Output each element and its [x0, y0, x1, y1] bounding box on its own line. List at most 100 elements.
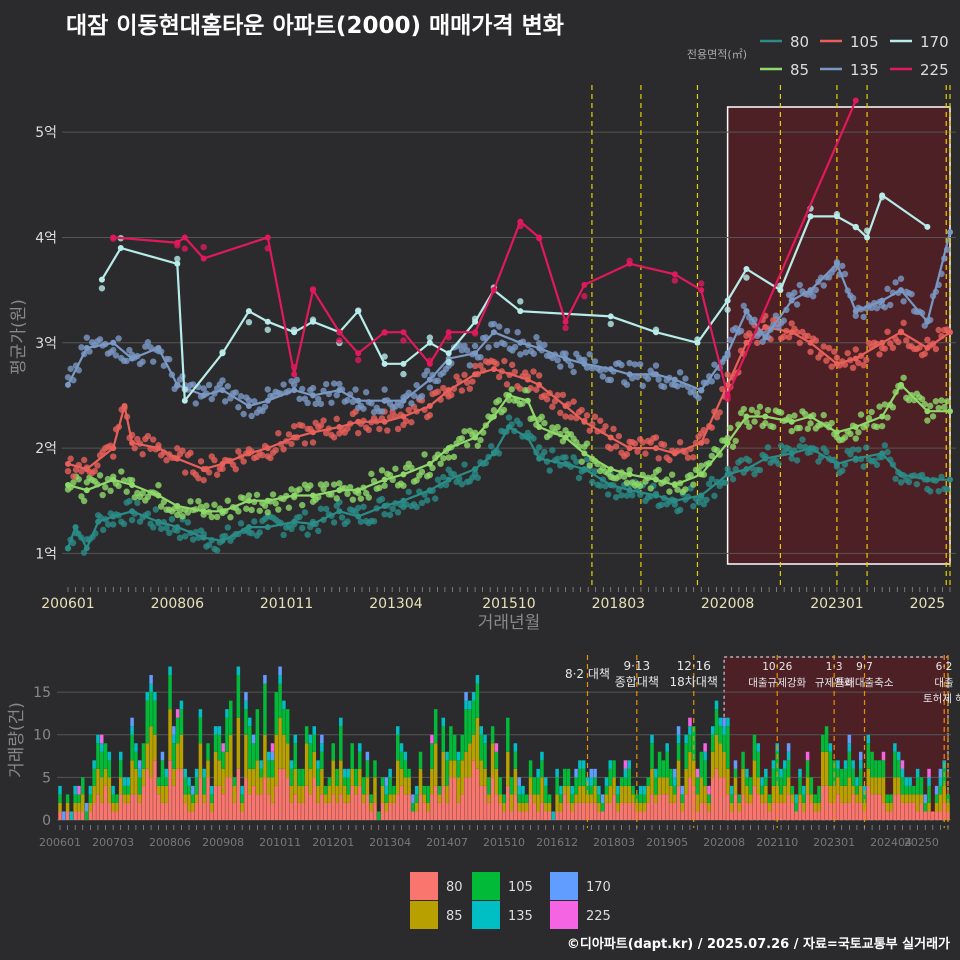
data-point [743, 413, 750, 420]
data-point [530, 368, 537, 375]
bar-segment [468, 700, 472, 710]
data-point [626, 487, 633, 494]
data-point [245, 497, 252, 504]
data-point [80, 456, 88, 464]
bar-segment [92, 802, 96, 820]
data-point [304, 531, 311, 538]
bar-segment [790, 802, 795, 820]
data-point [900, 319, 907, 327]
bar-segment [707, 802, 711, 812]
data-point [876, 351, 883, 358]
bar-segment [377, 811, 381, 820]
bar-segment [509, 794, 514, 812]
bar-segment [187, 777, 191, 786]
bar-segment [874, 794, 878, 820]
data-point [408, 464, 415, 471]
data-point [708, 424, 715, 431]
data-point [91, 467, 98, 475]
data-point [240, 410, 247, 418]
bar-segment [107, 751, 112, 761]
bar-segment [695, 768, 700, 778]
data-point [400, 413, 407, 420]
data-point [546, 467, 553, 474]
data-point [490, 329, 497, 336]
data-point [573, 458, 580, 465]
data-point [264, 234, 271, 241]
bar-segment [760, 794, 764, 803]
bar-segment [490, 743, 495, 778]
bar-segment [103, 785, 108, 820]
data-point [743, 308, 750, 315]
data-point [440, 384, 447, 392]
bar-segment [893, 751, 897, 778]
bar-segment [301, 785, 305, 803]
bar-segment [282, 700, 286, 710]
data-point [557, 363, 564, 370]
data-point [490, 407, 498, 414]
data-point [581, 281, 588, 288]
bar-segment [874, 760, 878, 778]
bar-segment [817, 811, 821, 820]
bar-segment [559, 785, 563, 795]
x-axis-title: 거래년월 [478, 613, 541, 633]
bar-segment [96, 743, 100, 769]
bar-segment [578, 768, 582, 786]
data-point [424, 497, 431, 504]
bar-segment [714, 768, 719, 820]
bar-segment [593, 802, 597, 820]
data-point [121, 402, 128, 409]
bar-segment [915, 794, 920, 812]
bar-segment [676, 726, 681, 735]
bar-segment [900, 777, 905, 795]
bar-segment [259, 794, 263, 820]
bar-segment [722, 734, 726, 752]
data-point [708, 378, 715, 385]
bar-segment [437, 794, 442, 803]
data-point [724, 392, 731, 399]
bar-segment [616, 802, 620, 812]
data-point [562, 350, 569, 357]
bar-segment [699, 777, 704, 803]
data-point [83, 545, 90, 552]
data-point [530, 350, 537, 357]
data-point [655, 466, 662, 474]
bar-segment [285, 777, 290, 820]
bar-segment [581, 785, 586, 803]
bar-segment [414, 794, 419, 803]
data-point [743, 274, 750, 281]
bar-segment [285, 709, 290, 744]
bar-segment [802, 785, 806, 795]
bar-x-tick-label: 200703 [92, 836, 134, 849]
bar-segment [767, 811, 772, 820]
data-point [820, 282, 827, 289]
bar-legend-swatch [410, 872, 438, 900]
bar-segment [847, 802, 852, 820]
data-point [245, 492, 253, 499]
data-point [179, 447, 186, 454]
bar-segment [733, 794, 738, 820]
series-85 [64, 374, 953, 521]
data-point [96, 472, 104, 479]
data-point [147, 344, 154, 351]
data-point [852, 312, 859, 319]
data-point [408, 419, 415, 426]
data-point [597, 482, 604, 489]
bar-segment [900, 760, 905, 769]
data-point [642, 450, 649, 457]
bar-segment [885, 794, 890, 803]
bar-segment [893, 777, 897, 795]
data-point [756, 403, 764, 410]
bar-segment [828, 785, 833, 803]
data-point [299, 385, 306, 393]
bar-segment [729, 785, 734, 795]
bar-segment [107, 777, 112, 803]
bar-segment [232, 777, 237, 786]
bar-segment [251, 768, 256, 786]
data-point [70, 473, 77, 480]
data-point [213, 547, 221, 554]
bar-segment [266, 751, 271, 761]
legend-title: 전용면적(㎡) [687, 48, 747, 61]
bar-segment [58, 794, 62, 803]
bar-segment [293, 768, 298, 795]
